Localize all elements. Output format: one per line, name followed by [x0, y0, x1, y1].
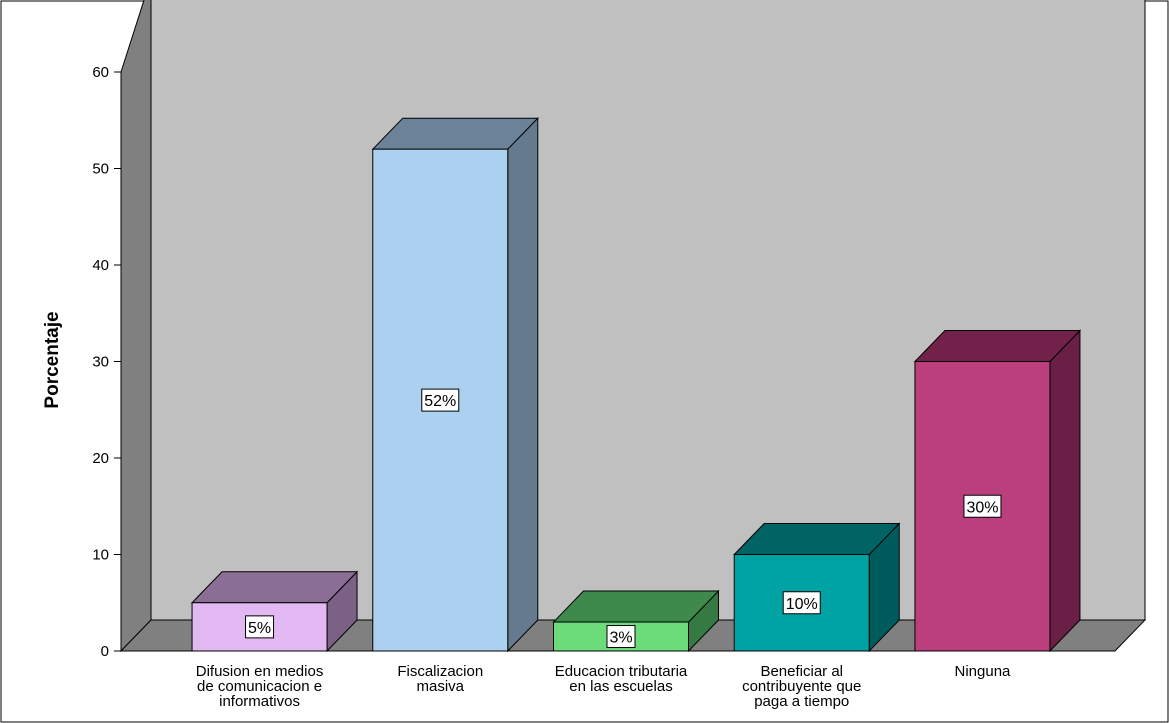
bar-side: [507, 116, 539, 653]
bar-3: 3%: [552, 589, 720, 653]
data-label: 10%: [782, 591, 821, 615]
y-tick-label: 40: [92, 257, 109, 274]
y-tick-label: 30: [92, 354, 109, 371]
data-label-text: 3%: [609, 630, 632, 647]
x-category-label: Fiscalizacion masiva: [397, 663, 483, 695]
y-tick-label: 20: [92, 450, 109, 467]
data-label: 3%: [606, 625, 636, 649]
x-category-label: Beneficiar al contribuyente que paga a tie…: [742, 663, 861, 710]
bar-5: 30%: [913, 329, 1082, 653]
y-tick-label: 0: [101, 643, 109, 660]
bars-group: 5% 52% 3% 10% 30%: [190, 116, 1082, 653]
data-label-box: [963, 494, 1002, 518]
y-tick-label: 50: [92, 161, 109, 178]
bar-2: 52%: [371, 116, 539, 653]
data-label-text: 52%: [424, 393, 456, 410]
data-label-text: 5%: [248, 620, 271, 637]
y-tick-label: 60: [92, 64, 109, 81]
data-label-text: 10%: [786, 596, 818, 613]
x-category-label: Ninguna: [955, 663, 1012, 680]
bar-4: 10%: [733, 522, 901, 653]
data-label-box: [421, 388, 460, 412]
data-label: 5%: [245, 615, 275, 639]
side-wall: [120, 0, 152, 653]
bar-1: 5%: [190, 570, 359, 653]
data-label: 52%: [421, 388, 460, 412]
x-category-label: Difusion en medios de comunicacion e infor…: [196, 663, 324, 710]
data-label-box: [782, 591, 821, 615]
data-label: 30%: [963, 494, 1002, 518]
y-tick-label: 10: [92, 547, 109, 564]
data-label-box: [606, 625, 636, 649]
data-label-text: 30%: [966, 499, 998, 516]
y-axis: 0 10 20 30 40 50 60: [92, 64, 122, 660]
y-axis-label: Porcentaje: [42, 311, 63, 408]
category-labels: Difusion en medios de comunicacion e infor…: [196, 663, 1011, 710]
x-category-label: Educacion tributaria en las escuelas: [555, 663, 688, 695]
bar-side: [1049, 329, 1081, 653]
data-label-box: [245, 615, 275, 639]
